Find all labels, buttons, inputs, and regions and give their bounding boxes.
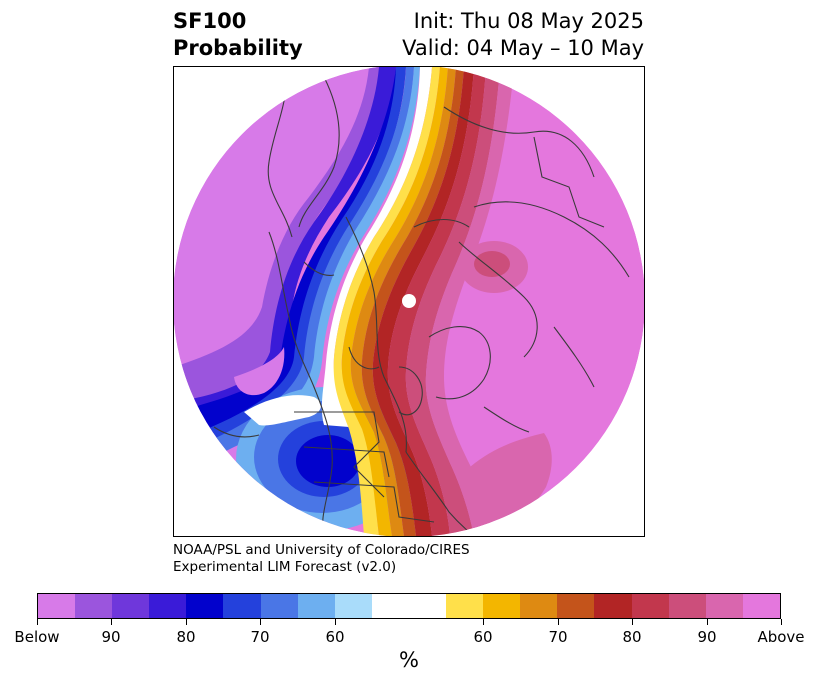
above-75-band [361,67,464,536]
colorbar-segment [557,594,595,618]
colorbar-segment [483,594,521,618]
colorbar [37,593,781,619]
below-90-band [174,67,389,412]
credit-text: NOAA/PSL and University of Colorado/CIRE… [173,542,470,576]
title-field: Probability [173,36,303,60]
colorbar-tick [334,619,336,625]
above-90-band [425,67,514,536]
credit-line-1: NOAA/PSL and University of Colorado/CIRE… [173,542,470,558]
colorbar-segment [75,594,113,618]
above-60-band [333,67,440,536]
europe-above-88 [474,251,510,277]
above-70-band [350,67,456,536]
colorbar-tick [780,619,782,625]
credit-line-2: Experimental LIM Forecast (v2.0) [173,559,397,575]
colorbar-tick-label: 70 [250,628,270,646]
colorbar-tick-label: 90 [697,628,717,646]
colorbar-tick [706,619,708,625]
colorbar-tick-label: 80 [622,628,642,646]
colorbar-tick-label: 90 [101,628,121,646]
colorbar-segment [334,594,372,618]
above-88-band [405,67,500,536]
map-panel [173,66,645,537]
eastern-us-above-90 [468,433,552,536]
colorbar-tick-label: 70 [548,628,568,646]
colorbar-segment [38,594,76,618]
colorbar-tick [185,619,187,625]
below-80-core [174,67,402,442]
colorbar-tick-label: 60 [325,628,345,646]
colorbar-segment [186,594,224,618]
colorbar-tick [259,619,261,625]
colorbar-tick-label: 80 [176,628,196,646]
above-85-band [387,67,486,536]
below-70-band [174,67,406,457]
map-dates: Init: Thu 08 May 2025 Valid: 04 May – 10… [402,8,644,62]
pacific-cold-80 [296,435,360,487]
init-date: Init: Thu 08 May 2025 [413,9,644,33]
above-80-band [372,67,474,536]
colorbar-segment [742,594,780,618]
colorbar-tick [36,619,38,625]
near-normal-patch [244,395,321,426]
valid-dates: Valid: 04 May – 10 May [402,36,644,60]
colorbar-tick-label: 60 [473,628,493,646]
colorbar-segment [631,594,669,618]
colorbar-segment [705,594,743,618]
colorbar-segment [149,594,187,618]
map-title: SF100 Probability [173,8,303,62]
pole-marker [402,294,416,308]
near-normal-band [321,67,432,427]
colorbar-tick-label: Above [757,628,805,646]
title-variable: SF100 [173,9,247,33]
colorbar-tick [557,619,559,625]
colorbar-segment [112,594,150,618]
colorbar-segment [297,594,335,618]
colorbar-segment [668,594,706,618]
colorbar-segment [260,594,298,618]
colorbar-unit-label: % [399,648,419,672]
colorbar-segment [223,594,261,618]
polar-map [174,67,644,536]
colorbar-tick-label: Below [14,628,60,646]
colorbar-segment [594,594,632,618]
colorbar-tick [482,619,484,625]
below-lobe [234,347,285,396]
colorbar-tick [631,619,633,625]
colorbar-segment [446,594,484,618]
colorbar-segment [520,594,558,618]
above-65-band [341,67,448,536]
colorbar-segment [371,594,447,618]
coastlines [213,67,630,536]
colorbar-tick [110,619,112,625]
